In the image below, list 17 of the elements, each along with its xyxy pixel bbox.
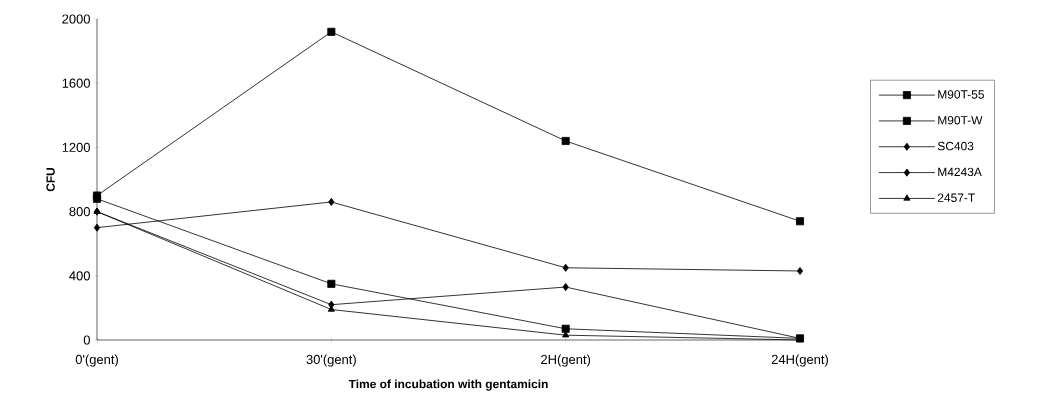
y-axis-title: CFU xyxy=(46,167,55,192)
legend-label: M90T-55 xyxy=(938,90,984,99)
legend-label: 2457-T xyxy=(937,193,975,202)
x-tick-label: 24H(gent) xyxy=(771,354,828,367)
legend-label: SC403 xyxy=(937,141,974,151)
y-tick-label: 1200 xyxy=(62,142,90,152)
x-tick-label: 0'(gent) xyxy=(75,354,118,367)
y-tick-label: 800 xyxy=(69,207,90,217)
y-tick-label: 0 xyxy=(83,335,90,345)
x-tick-label: 30'(gent) xyxy=(306,354,356,367)
x-axis-title: Time of incubation with gentamicin xyxy=(348,379,548,391)
y-tick-label: 2000 xyxy=(62,14,90,24)
y-tick-label: 1600 xyxy=(62,78,90,88)
legend-label: M4243A xyxy=(938,167,982,177)
x-tick-label: 2H(gent) xyxy=(541,354,591,367)
legend-label: M90T-W xyxy=(938,116,983,125)
y-tick-label: 400 xyxy=(69,271,90,281)
